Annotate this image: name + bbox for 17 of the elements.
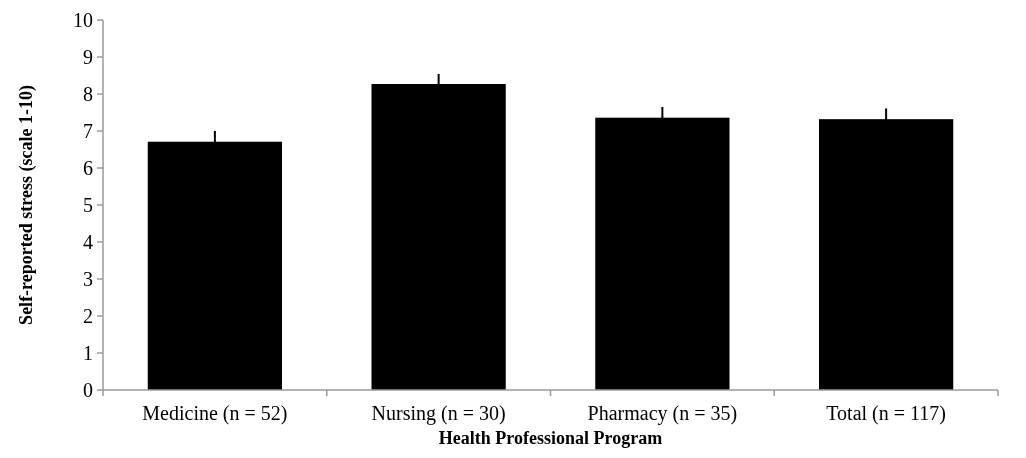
y-tick-label: 5 (83, 194, 93, 216)
y-tick-label: 9 (83, 46, 93, 68)
y-tick-label: 10 (73, 9, 93, 31)
x-axis-title: Health Professional Program (438, 428, 663, 448)
y-tick-label: 8 (83, 83, 93, 105)
y-tick-label: 3 (83, 268, 93, 290)
x-tick-label: Nursing (n = 30) (371, 402, 506, 425)
y-tick-label: 4 (83, 231, 93, 253)
y-tick-label: 1 (83, 342, 93, 364)
y-axis-title: Self-reported stress (scale 1-10) (16, 85, 37, 325)
x-tick-label: Medicine (n = 52) (142, 402, 288, 425)
y-tick-label: 6 (83, 157, 93, 179)
y-tick-label: 7 (83, 120, 93, 142)
y-tick-label: 2 (83, 305, 93, 327)
x-tick-label: Total (n = 117) (826, 402, 946, 425)
y-tick-label: 0 (83, 379, 93, 401)
x-tick-label: Pharmacy (n = 35) (587, 402, 738, 425)
